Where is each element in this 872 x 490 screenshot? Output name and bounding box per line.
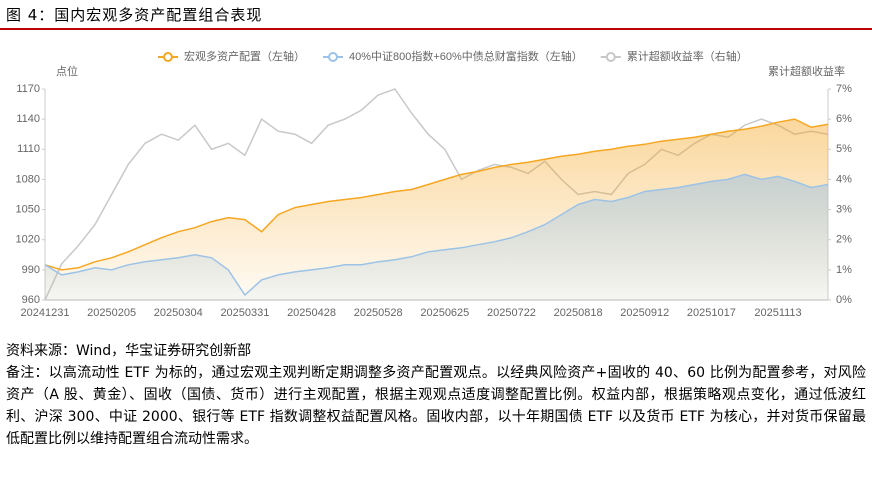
source: 资料来源：Wind，华宝证券研究创新部: [6, 343, 252, 359]
y-axis-title: 点位: [56, 64, 78, 78]
figure-title: 图 4：国内宏观多资产配置组合表现: [6, 6, 263, 24]
x-tick-label: 20250818: [554, 307, 603, 319]
y2-tick-label: 1%: [836, 264, 852, 276]
y-tick-label: 1020: [16, 234, 40, 246]
y-tick-label: 1170: [16, 83, 40, 95]
x-tick-label: 20251113: [754, 307, 801, 319]
legend-marker: [328, 52, 338, 62]
y-tick-label: 960: [22, 294, 40, 306]
legend-label: 累计超额收益率（右轴）: [627, 49, 748, 63]
y2-tick-label: 3%: [836, 203, 852, 215]
x-tick-label: 20250625: [420, 307, 469, 319]
y2-tick-label: 2%: [836, 234, 852, 246]
x-tick-label: 20250912: [620, 307, 669, 319]
x-tick-label: 20241231: [21, 307, 70, 319]
x-tick-label: 20250428: [287, 307, 336, 319]
legend-marker: [163, 52, 173, 62]
y-tick-label: 1140: [16, 113, 40, 125]
chart: 点位 累计超额收益率 960 990 1020 1050 1080 1110 1140 117…: [16, 49, 853, 319]
y2-axis-title: 累计超额收益率: [768, 64, 845, 78]
x-tick-label: 20250722: [487, 307, 536, 319]
legend-marker: [605, 52, 616, 62]
legend-label: 宏观多资产配置（左轴）: [184, 49, 305, 63]
y-tick-label: 1080: [16, 173, 40, 185]
y2-tick-label: 7%: [836, 83, 852, 95]
x-tick-label: 20250528: [354, 307, 403, 319]
y-tick-label: 1110: [17, 143, 40, 155]
y2-tick-label: 4%: [836, 173, 852, 185]
series-line: [44, 118, 829, 271]
area: [45, 174, 828, 300]
title-rule: [0, 28, 872, 30]
y2-tick-label: 6%: [836, 113, 852, 125]
x-tick-label: 20251017: [687, 307, 736, 319]
y2-tick-label: 5%: [836, 143, 852, 155]
y2-tick-label: 0%: [836, 294, 852, 306]
series-line: [44, 173, 829, 297]
legend-label: 40%中证800指数+60%中债总财富指数（左轴）: [349, 49, 583, 63]
note: 备注：以高流动性 ETF 为标的，通过宏观主观判断定期调整多资产配置观点。以经典…: [6, 365, 866, 447]
x-tick-label: 20250331: [220, 307, 269, 319]
x-tick-label: 20250205: [87, 307, 136, 319]
x-tick-label: 20250304: [154, 307, 203, 319]
y-tick-label: 990: [22, 264, 40, 276]
y-tick-label: 1050: [16, 203, 40, 215]
